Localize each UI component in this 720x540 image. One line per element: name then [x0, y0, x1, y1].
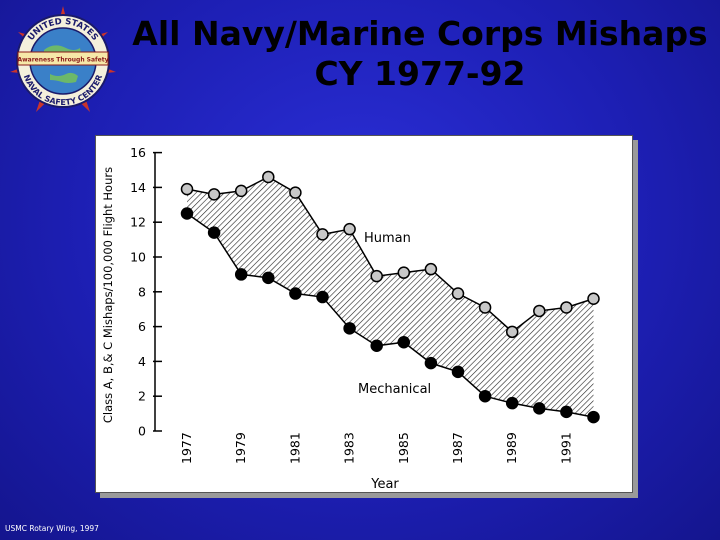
mechanical-point-1978 [207, 226, 221, 239]
mechanical-point-1981 [289, 287, 302, 300]
human-point-1990 [533, 304, 546, 318]
human-point-1979 [234, 184, 248, 198]
human-point-1985 [397, 266, 411, 279]
y-tick-label-10: 10 [130, 250, 146, 265]
x-tick-label-1977: 1977 [179, 432, 194, 464]
naval-safety-center-seal-icon: UNITED STATES NAVAL SAFETY CENTER Awaren… [10, 6, 116, 112]
page-title: All Navy/Marine Corps Mishaps CY 1977-92 [125, 14, 715, 94]
human-point-1987 [451, 287, 465, 300]
mishap-rate-chart: 0 2 4 6 8 10 12 14 16 1977 1979 1981 1983 1985 1987 198… [101, 145, 600, 492]
mechanical-point-1985 [397, 336, 411, 349]
mechanical-point-1992 [587, 410, 600, 424]
mechanical-point-1990 [533, 402, 546, 415]
x-tick-label-1985: 1985 [396, 432, 411, 464]
mechanical-point-1979 [234, 268, 248, 281]
mechanical-annotation: Mechanical [358, 382, 431, 397]
y-tick-label-8: 8 [138, 284, 146, 299]
y-axis-label: Class A, B,& C Mishaps/100,000 Flight Ho… [101, 167, 115, 423]
human-point-1982 [316, 228, 329, 241]
human-point-1977 [180, 182, 194, 196]
x-tick-label-1991: 1991 [558, 432, 573, 464]
y-tick-label-16: 16 [130, 145, 146, 160]
human-point-1986 [424, 262, 438, 276]
y-tick-label-12: 12 [130, 215, 146, 230]
human-point-1983 [343, 222, 356, 236]
mechanical-point-1986 [424, 356, 438, 370]
human-point-1978 [207, 188, 221, 201]
x-tick-label-1981: 1981 [287, 432, 302, 464]
x-tick-label-1987: 1987 [450, 432, 465, 464]
x-tick-label-1979: 1979 [233, 432, 248, 464]
mechanical-point-1980 [262, 271, 275, 285]
human-point-1991 [560, 301, 573, 314]
x-tick-label-1983: 1983 [342, 432, 357, 464]
mechanical-point-1991 [560, 405, 573, 419]
y-tick-label-0: 0 [138, 424, 146, 439]
human-series-line [186, 176, 594, 333]
y-tick-label-14: 14 [130, 180, 146, 195]
human-point-1988 [478, 301, 492, 314]
mechanical-point-1977 [180, 207, 194, 220]
mechanical-point-1983 [343, 322, 356, 335]
mechanical-point-1989 [505, 396, 519, 410]
human-mechanical-gap-area [187, 176, 594, 418]
y-tick-label-2: 2 [138, 389, 146, 404]
human-point-1981 [289, 186, 302, 199]
y-tick-label-4: 4 [138, 354, 146, 369]
human-point-1989 [505, 325, 519, 339]
x-tick-label-1989: 1989 [504, 432, 519, 464]
mechanical-point-1984 [370, 339, 383, 352]
y-tick-label-6: 6 [138, 319, 146, 334]
human-point-1980 [262, 170, 275, 184]
human-point-1992 [587, 292, 600, 306]
page-title-line2: CY 1977-92 [314, 54, 526, 93]
mechanical-series-line [186, 212, 594, 418]
logo-banner-text: Awareness Through Safety [17, 57, 108, 64]
mechanical-point-1982 [316, 290, 329, 304]
x-axis-label: Year [370, 477, 399, 492]
page-title-line1: All Navy/Marine Corps Mishaps [132, 14, 708, 53]
mechanical-point-1988 [478, 389, 492, 403]
mechanical-point-1987 [451, 365, 465, 379]
footer-credit: USMC Rotary Wing, 1997 [5, 524, 99, 533]
human-annotation: Human [364, 231, 411, 246]
human-point-1984 [370, 269, 383, 283]
